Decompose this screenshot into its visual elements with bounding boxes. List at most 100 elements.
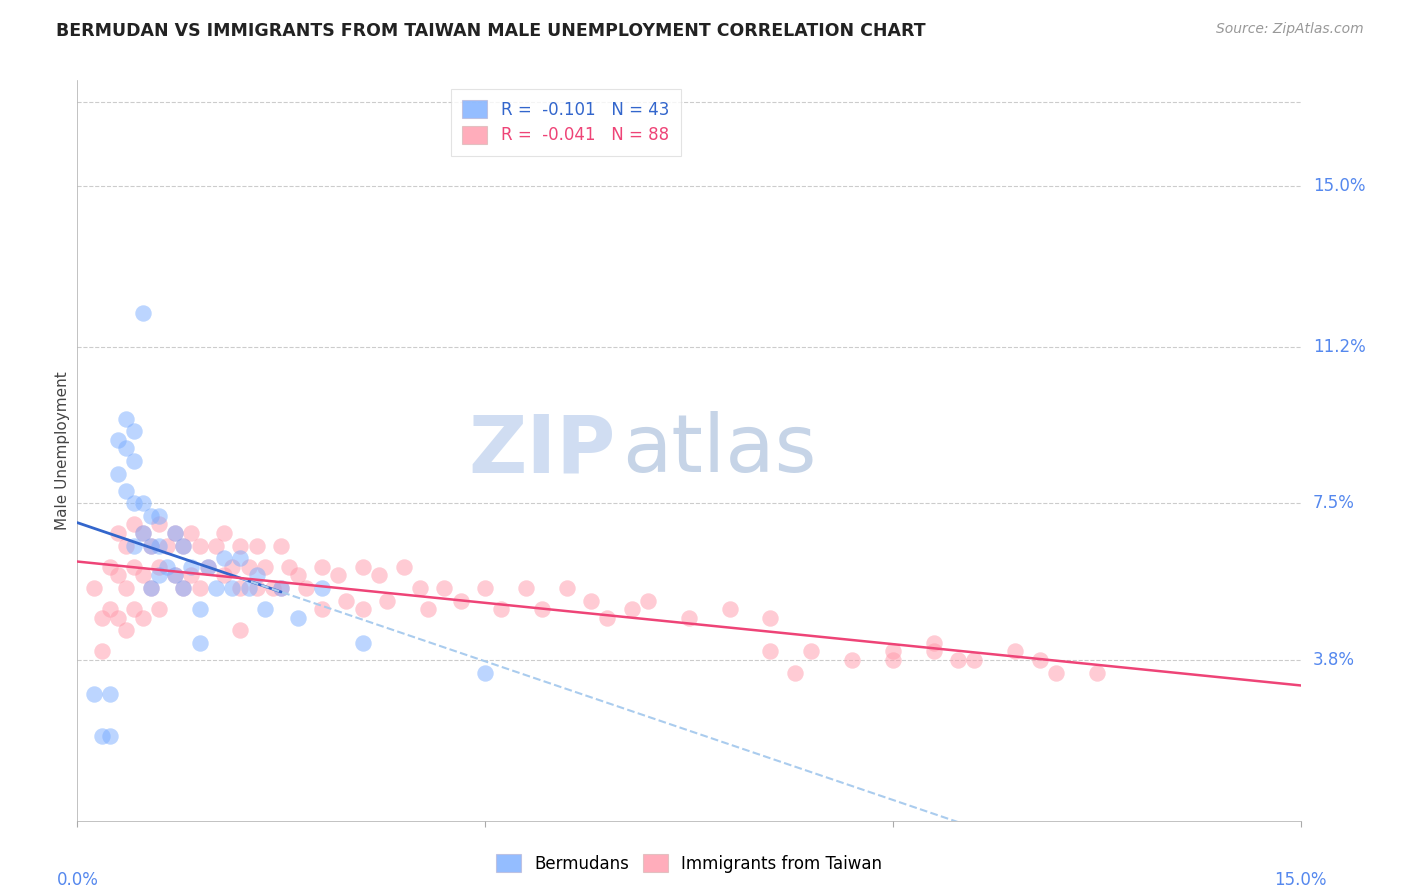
Point (165, 525, 187, 540)
Point (375, 593, 398, 607)
Point (922, 636, 945, 650)
Point (139, 539, 162, 553)
Point (90, 610, 112, 624)
Point (212, 551, 235, 566)
Point (262, 581, 284, 595)
Point (311, 581, 333, 595)
Point (98, 559, 121, 574)
Point (963, 653, 986, 667)
Point (98, 729, 121, 743)
Point (139, 581, 162, 595)
Point (253, 602, 276, 616)
Point (328, 568, 350, 582)
Point (107, 433, 129, 447)
Point (620, 602, 643, 616)
Text: 7.5%: 7.5% (1313, 494, 1354, 512)
Point (139, 509, 162, 524)
Point (253, 559, 276, 574)
Point (131, 496, 153, 510)
Point (311, 559, 333, 574)
Point (474, 665, 496, 680)
Point (287, 568, 309, 582)
Point (946, 653, 969, 667)
Point (433, 581, 456, 595)
Point (450, 593, 472, 607)
Point (287, 610, 309, 624)
Point (148, 559, 170, 574)
Point (148, 602, 170, 616)
Point (107, 568, 129, 582)
Point (205, 539, 228, 553)
Point (156, 539, 179, 553)
Point (107, 467, 129, 481)
Point (718, 602, 741, 616)
Point (131, 568, 153, 582)
Point (246, 568, 269, 582)
Point (882, 653, 904, 667)
Point (180, 568, 202, 582)
Text: 15.0%: 15.0% (1274, 871, 1327, 889)
Point (335, 593, 357, 607)
Point (124, 517, 146, 532)
Point (165, 568, 187, 582)
Point (107, 525, 129, 540)
Text: 15.0%: 15.0% (1313, 177, 1365, 195)
Point (172, 539, 194, 553)
Point (156, 559, 179, 574)
Point (409, 581, 432, 595)
Point (115, 483, 138, 498)
Point (238, 559, 260, 574)
Y-axis label: Male Unemployment: Male Unemployment (55, 371, 70, 530)
Point (212, 568, 235, 582)
Point (221, 559, 243, 574)
Point (90, 729, 112, 743)
Text: atlas: atlas (621, 411, 815, 490)
Point (139, 539, 162, 553)
Point (172, 539, 194, 553)
Point (172, 581, 194, 595)
Point (165, 525, 187, 540)
Text: Source: ZipAtlas.com: Source: ZipAtlas.com (1216, 22, 1364, 37)
Point (1045, 665, 1067, 680)
Point (83, 581, 105, 595)
Point (115, 581, 138, 595)
Point (841, 653, 863, 667)
Point (882, 644, 904, 658)
Point (238, 581, 260, 595)
Point (124, 496, 146, 510)
Point (229, 624, 252, 638)
Point (124, 425, 146, 439)
Legend: Bermudans, Immigrants from Taiwan: Bermudans, Immigrants from Taiwan (489, 847, 889, 880)
Point (270, 581, 292, 595)
Point (124, 559, 146, 574)
Point (352, 636, 374, 650)
Point (212, 525, 235, 540)
Point (759, 610, 782, 624)
Point (180, 559, 202, 574)
Text: 11.2%: 11.2% (1313, 338, 1365, 356)
Point (474, 581, 496, 595)
Point (1085, 665, 1108, 680)
Point (229, 581, 252, 595)
Point (197, 559, 219, 574)
Point (148, 517, 170, 532)
Point (197, 559, 219, 574)
Point (246, 581, 269, 595)
Point (278, 559, 301, 574)
Point (131, 306, 153, 320)
Point (83, 687, 105, 701)
Point (98, 687, 121, 701)
Point (491, 602, 513, 616)
Point (188, 602, 211, 616)
Point (98, 602, 121, 616)
Point (205, 581, 228, 595)
Point (188, 581, 211, 595)
Point (579, 593, 602, 607)
Point (596, 610, 619, 624)
Point (922, 644, 945, 658)
Point (555, 581, 578, 595)
Point (531, 602, 554, 616)
Point (131, 610, 153, 624)
Point (229, 551, 252, 566)
Point (1004, 644, 1026, 658)
